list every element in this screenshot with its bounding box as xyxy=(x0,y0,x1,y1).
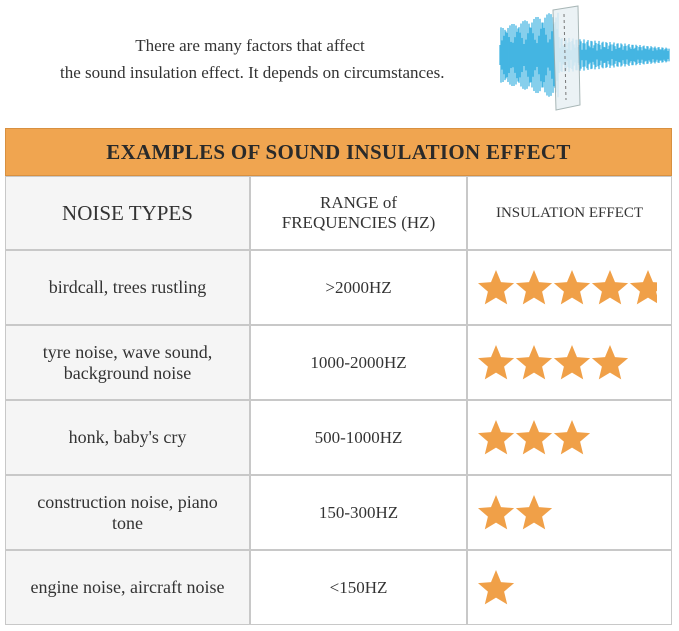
range-cell-text: <150HZ xyxy=(329,577,388,597)
rating-cell xyxy=(467,325,672,400)
star xyxy=(515,344,553,379)
star xyxy=(553,344,591,379)
rating-cell xyxy=(467,550,672,625)
range-cell: 1000-2000HZ xyxy=(250,325,467,400)
star xyxy=(515,419,553,454)
header-cell-text: INSULATION EFFECT xyxy=(495,205,644,221)
star-rating xyxy=(478,344,629,379)
range-cell-text: 1000-2000HZ xyxy=(310,352,407,372)
star xyxy=(478,419,515,454)
rating-cell xyxy=(467,250,672,325)
intro-line: the sound insulation effect. It depends … xyxy=(60,63,445,82)
noise-cell-text: tyre noise, wave sound, background noise xyxy=(42,341,213,383)
star-rating xyxy=(478,269,657,304)
noise-cell: birdcall, trees rustling xyxy=(5,250,250,325)
noise-cell: honk, baby's cry xyxy=(5,400,250,475)
header-cell: NOISE TYPES xyxy=(5,176,250,250)
range-cell: 150-300HZ xyxy=(250,475,467,550)
range-cell-text: 150-300HZ xyxy=(318,502,399,522)
intro: There are many factors that affect the s… xyxy=(60,32,445,86)
star xyxy=(478,569,515,604)
noise-cell-text: engine noise, aircraft noise xyxy=(30,577,225,597)
range-cell: >2000HZ xyxy=(250,250,467,325)
star xyxy=(478,344,515,379)
star xyxy=(591,269,629,304)
noise-cell: engine noise, aircraft noise xyxy=(5,550,250,625)
star xyxy=(515,269,553,304)
star xyxy=(515,494,553,529)
star-rating xyxy=(478,569,515,604)
rating-cell xyxy=(467,400,672,475)
intro-line: There are many factors that affect xyxy=(135,36,365,55)
table-title-text: EXAMPLES OF SOUND INSULATION EFFECT xyxy=(106,139,571,164)
range-cell-text: 500-1000HZ xyxy=(314,427,403,447)
star xyxy=(553,269,591,304)
range-cell: 500-1000HZ xyxy=(250,400,467,475)
header-cell-text: NOISE TYPES xyxy=(62,201,193,225)
sound-wave-graphic xyxy=(499,5,670,111)
header-cell: RANGE of FREQUENCIES (HZ) xyxy=(250,176,467,250)
range-cell-text: >2000HZ xyxy=(325,277,392,297)
noise-cell-text: birdcall, trees rustling xyxy=(48,277,207,297)
rating-cell xyxy=(467,475,672,550)
noise-cell-text: honk, baby's cry xyxy=(68,427,187,447)
star xyxy=(591,344,629,379)
star-rating xyxy=(478,419,591,454)
star xyxy=(629,269,657,304)
star xyxy=(478,494,515,529)
noise-cell-text: construction noise, piano tone xyxy=(37,491,218,533)
star xyxy=(553,419,591,454)
table-title: EXAMPLES OF SOUND INSULATION EFFECT xyxy=(5,128,672,176)
header-cell-text: RANGE of FREQUENCIES (HZ) xyxy=(281,193,436,232)
noise-cell: construction noise, piano tone xyxy=(5,475,250,550)
noise-cell: tyre noise, wave sound, background noise xyxy=(5,325,250,400)
range-cell: <150HZ xyxy=(250,550,467,625)
star-rating xyxy=(478,494,553,529)
header-cell: INSULATION EFFECT xyxy=(467,176,672,250)
star xyxy=(478,269,515,304)
